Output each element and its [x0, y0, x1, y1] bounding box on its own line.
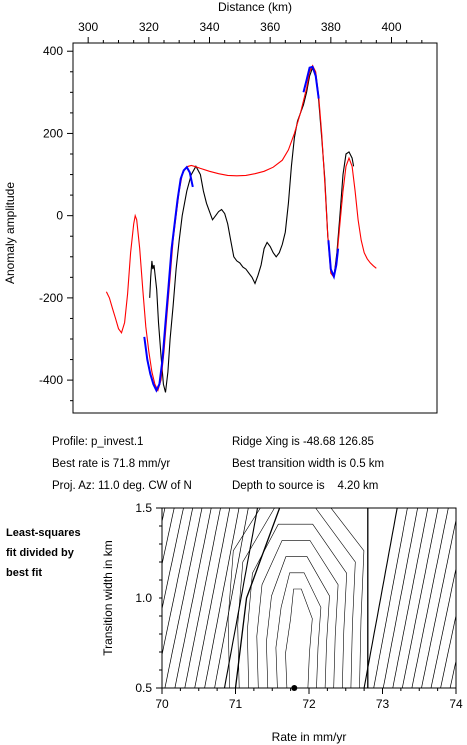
bottom-x-axis: 70 71 72 73 74: [155, 688, 463, 711]
projection-azimuth-label: Proj. Az: 11.0 deg. CW of N: [52, 480, 192, 492]
contour-line: [430, 566, 456, 688]
depth-label: Depth to source is 4.20 km: [232, 480, 379, 492]
top-y-tick-label: 400: [43, 44, 63, 58]
top-x-tick-label: 320: [139, 20, 159, 34]
contour-lines: [162, 508, 467, 688]
profile-label: Profile: p_invest.1: [52, 436, 144, 448]
contour-line: [382, 508, 418, 688]
top-x-tick-label: 340: [199, 20, 219, 34]
top-y-axis-label: Anomaly amplitude: [3, 182, 17, 284]
top-y-tick-label: 0: [56, 209, 63, 223]
contour-line: [237, 508, 356, 688]
model-anomaly-line: [105, 64, 377, 392]
fitted-window-line: [302, 65, 320, 99]
contour-line: [285, 588, 313, 688]
bottom-x-tick-label: 73: [376, 697, 390, 711]
contour-line: [460, 508, 467, 688]
contour-line: [256, 540, 339, 688]
bottom-y-tick-label: 1.5: [135, 501, 152, 515]
fitted-window-line: [143, 165, 194, 393]
contour-line: [194, 508, 231, 688]
top-y-tick-label: -400: [39, 373, 63, 387]
bottom-y-tick-label: 1.0: [135, 591, 152, 605]
series-group: [105, 64, 377, 393]
contour-line: [392, 508, 429, 688]
bottom-x-tick-label: 70: [155, 697, 169, 711]
misfit-contour-chart: 70 71 72 73 74 1.5 1.0 0.5 Rate in mm/yr Trans…: [101, 501, 467, 744]
bottom-y-axis: 1.5 1.0 0.5: [135, 501, 162, 695]
bottom-x-axis-label: Rate in mm/yr: [272, 730, 347, 744]
contour-line: [234, 508, 281, 688]
best-fit-point: [291, 685, 298, 691]
title-line-1: Least-squares: [6, 527, 81, 539]
contour-line: [401, 508, 439, 688]
contour-line: [421, 518, 456, 688]
contour-line: [164, 508, 203, 688]
contour-line: [214, 508, 249, 688]
contour-line: [184, 508, 221, 688]
contour-line: [411, 508, 449, 688]
contour-line: [373, 508, 408, 688]
top-x-axis-label: Distance (km): [218, 0, 292, 14]
title-line-3: best fit: [6, 567, 43, 579]
contour-line: [162, 508, 184, 611]
contour-line: [246, 523, 348, 688]
best-width-label: Best transition width is 0.5 km: [232, 458, 385, 470]
top-x-tick-label: 380: [321, 20, 341, 34]
title-line-2: fit divided by: [6, 547, 74, 559]
contour-line: [227, 508, 365, 688]
top-x-tick-label: 360: [260, 20, 280, 34]
top-y-tick-label: 200: [43, 126, 63, 140]
top-plot-frame: [72, 42, 438, 414]
top-x-axis: 300 320 340 360 380 400: [78, 20, 423, 43]
anomaly-profile-chart: 300 320 340 360 380 400 400 200 0 -200 -400 Dista…: [3, 0, 438, 414]
bottom-x-tick-label: 74: [449, 697, 463, 711]
best-rate-label: Best rate is 71.8 mm/yr: [52, 458, 171, 470]
fitted-window-line: [327, 240, 340, 280]
contour-line: [174, 508, 212, 688]
bottom-y-axis-label: Transition width in km: [101, 540, 115, 656]
contour-line: [223, 508, 259, 688]
top-y-axis: 400 200 0 -200 -400: [39, 44, 73, 402]
contour-line: [162, 508, 194, 657]
top-x-tick-label: 400: [381, 20, 401, 34]
contour-line: [440, 613, 456, 688]
top-y-tick-label: -200: [39, 291, 63, 305]
contour-line: [363, 508, 398, 688]
contour-chart-title: Least-squares fit divided by best fit: [6, 523, 81, 583]
bottom-y-tick-label: 0.5: [135, 681, 152, 695]
ridge-crossing-label: Ridge Xing is -48.68 126.85: [232, 436, 374, 448]
contour-line: [204, 508, 240, 688]
top-x-tick-label: 300: [78, 20, 98, 34]
observed-anomaly-line: [149, 66, 355, 393]
contour-line: [162, 508, 175, 566]
bottom-x-tick-label: 71: [229, 697, 243, 711]
bottom-x-tick-label: 72: [302, 697, 316, 711]
contour-line: [266, 556, 330, 688]
contour-line: [275, 572, 322, 688]
